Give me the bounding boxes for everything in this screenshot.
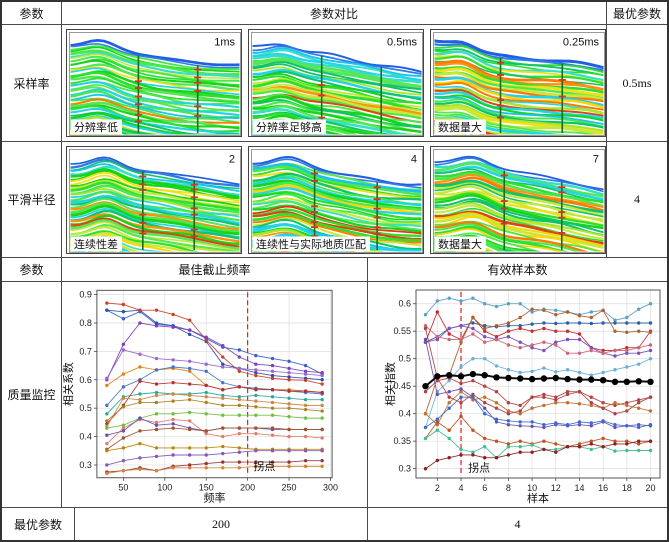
svg-text:0.8: 0.8 <box>79 317 91 327</box>
row-sampling-panels: 分辨率低 1ms 分辨率足够高 0.5ms 数据量大 0.25ms <box>62 25 607 142</box>
svg-text:频率: 频率 <box>204 490 226 504</box>
seismic-image-radius-2: 连续性差 2 <box>69 148 241 253</box>
svg-text:300: 300 <box>323 482 338 492</box>
seismic-image-0-25ms: 数据量大 0.25ms <box>433 32 605 136</box>
svg-text:0.35: 0.35 <box>393 436 411 446</box>
svg-text:6: 6 <box>482 483 487 493</box>
svg-text:分辨率足够高: 分辨率足够高 <box>256 120 322 134</box>
svg-text:连续性差: 连续性差 <box>74 237 118 251</box>
svg-text:0.4: 0.4 <box>79 431 91 441</box>
seismic-panel-0-5ms: 分辨率足够高 0.5ms <box>248 29 424 137</box>
seismic-panel-radius-2: 连续性差 2 <box>66 145 242 254</box>
svg-text:连续性与实际地质匹配: 连续性与实际地质匹配 <box>256 237 366 251</box>
svg-text:0.3: 0.3 <box>79 459 91 469</box>
row-quality-monitor-label: 质量监控 <box>2 282 62 508</box>
svg-text:14: 14 <box>574 483 584 493</box>
svg-text:0.25ms: 0.25ms <box>563 37 600 49</box>
header2-cutoff-frequency-label: 最佳截止频率 <box>62 258 368 282</box>
header-compare-label: 参数对比 <box>62 2 607 25</box>
svg-text:10: 10 <box>527 483 537 493</box>
seismic-image-radius-4: 连续性与实际地质匹配 4 <box>251 148 423 253</box>
optimal-sampling-value: 0.5ms <box>607 25 667 142</box>
seismic-image-radius-7: 数据量大 7 <box>433 148 605 253</box>
svg-text:150: 150 <box>199 482 214 492</box>
svg-text:0.55: 0.55 <box>393 326 411 336</box>
seismic-panel-radius-7: 数据量大 7 <box>430 145 606 254</box>
svg-text:1ms: 1ms <box>214 37 235 49</box>
svg-text:0.5ms: 0.5ms <box>387 37 417 49</box>
chart-cutoff-frequency-cell: 50 100 150 200 250 300 0.3 0.4 0.5 0.6 0.7 0.8 0.9 拐点… <box>62 282 368 508</box>
footer-cutoff-value: 200 <box>75 508 368 540</box>
seismic-panel-radius-4: 连续性与实际地质匹配 4 <box>248 145 424 254</box>
seismic-image-1ms: 分辨率低 1ms <box>69 32 241 136</box>
header2-param-label: 参数 <box>2 258 62 282</box>
seismic-panel-1ms: 分辨率低 1ms <box>66 29 242 137</box>
svg-text:2: 2 <box>229 153 235 165</box>
svg-text:50: 50 <box>118 482 128 492</box>
svg-text:0.6: 0.6 <box>398 298 411 308</box>
header-param-label: 参数 <box>2 2 62 25</box>
svg-text:数据量大: 数据量大 <box>438 237 482 251</box>
svg-text:0.4: 0.4 <box>398 408 411 418</box>
svg-text:0.6: 0.6 <box>79 374 91 384</box>
svg-text:200: 200 <box>240 482 255 492</box>
svg-text:18: 18 <box>622 483 632 493</box>
svg-text:4: 4 <box>411 153 417 165</box>
svg-text:拐点: 拐点 <box>253 458 275 472</box>
header-optimal-label: 最优参数 <box>607 2 667 25</box>
row-sampling-label: 采样率 <box>2 25 62 142</box>
svg-text:4: 4 <box>459 483 464 493</box>
svg-text:拐点: 拐点 <box>468 460 490 474</box>
svg-text:20: 20 <box>646 483 656 493</box>
svg-text:0.7: 0.7 <box>79 346 91 356</box>
svg-text:2: 2 <box>435 483 440 493</box>
svg-text:数据量大: 数据量大 <box>438 120 482 134</box>
svg-text:0.9: 0.9 <box>79 289 91 299</box>
cutoff-frequency-chart: 50 100 150 200 250 300 0.3 0.4 0.5 0.6 0.7 0.8 0.9 拐点… <box>62 289 338 504</box>
svg-text:7: 7 <box>593 153 599 165</box>
row-smoothing-panels: 连续性差 2 连续性与实际地质匹配 4 数据量大 7 <box>62 142 607 258</box>
header2-sample-count-label: 有效样本数 <box>368 258 667 282</box>
svg-text:0.3: 0.3 <box>398 463 411 473</box>
svg-text:0.5: 0.5 <box>79 403 91 413</box>
footer-sample-value: 4 <box>368 508 667 540</box>
footer-optimal-label: 最优参数 <box>2 508 75 540</box>
row-smoothing-label: 平滑半径 <box>2 142 62 258</box>
svg-text:样本: 样本 <box>527 491 549 505</box>
svg-text:相关指数: 相关指数 <box>383 362 397 406</box>
svg-text:0.5: 0.5 <box>398 353 411 363</box>
seismic-image-0-5ms: 分辨率足够高 0.5ms <box>251 32 423 136</box>
chart-sample-count-cell: 2 4 6 8 10 12 14 16 18 20 0.3 0.35 0.4 0.45 0.5 0.55 0.6… <box>368 282 667 508</box>
svg-text:0.45: 0.45 <box>393 381 411 391</box>
svg-text:相关系数: 相关系数 <box>62 362 75 406</box>
seismic-panel-0-25ms: 数据量大 0.25ms <box>430 29 606 137</box>
svg-text:12: 12 <box>551 483 561 493</box>
sample-count-chart: 2 4 6 8 10 12 14 16 18 20 0.3 0.35 0.4 0.45 0.5 0.55 0.6… <box>383 289 661 505</box>
svg-text:250: 250 <box>282 482 297 492</box>
svg-text:8: 8 <box>506 483 511 493</box>
svg-text:16: 16 <box>598 483 608 493</box>
optimal-smoothing-value: 4 <box>607 142 667 258</box>
svg-text:分辨率低: 分辨率低 <box>74 120 118 134</box>
svg-text:100: 100 <box>157 482 172 492</box>
